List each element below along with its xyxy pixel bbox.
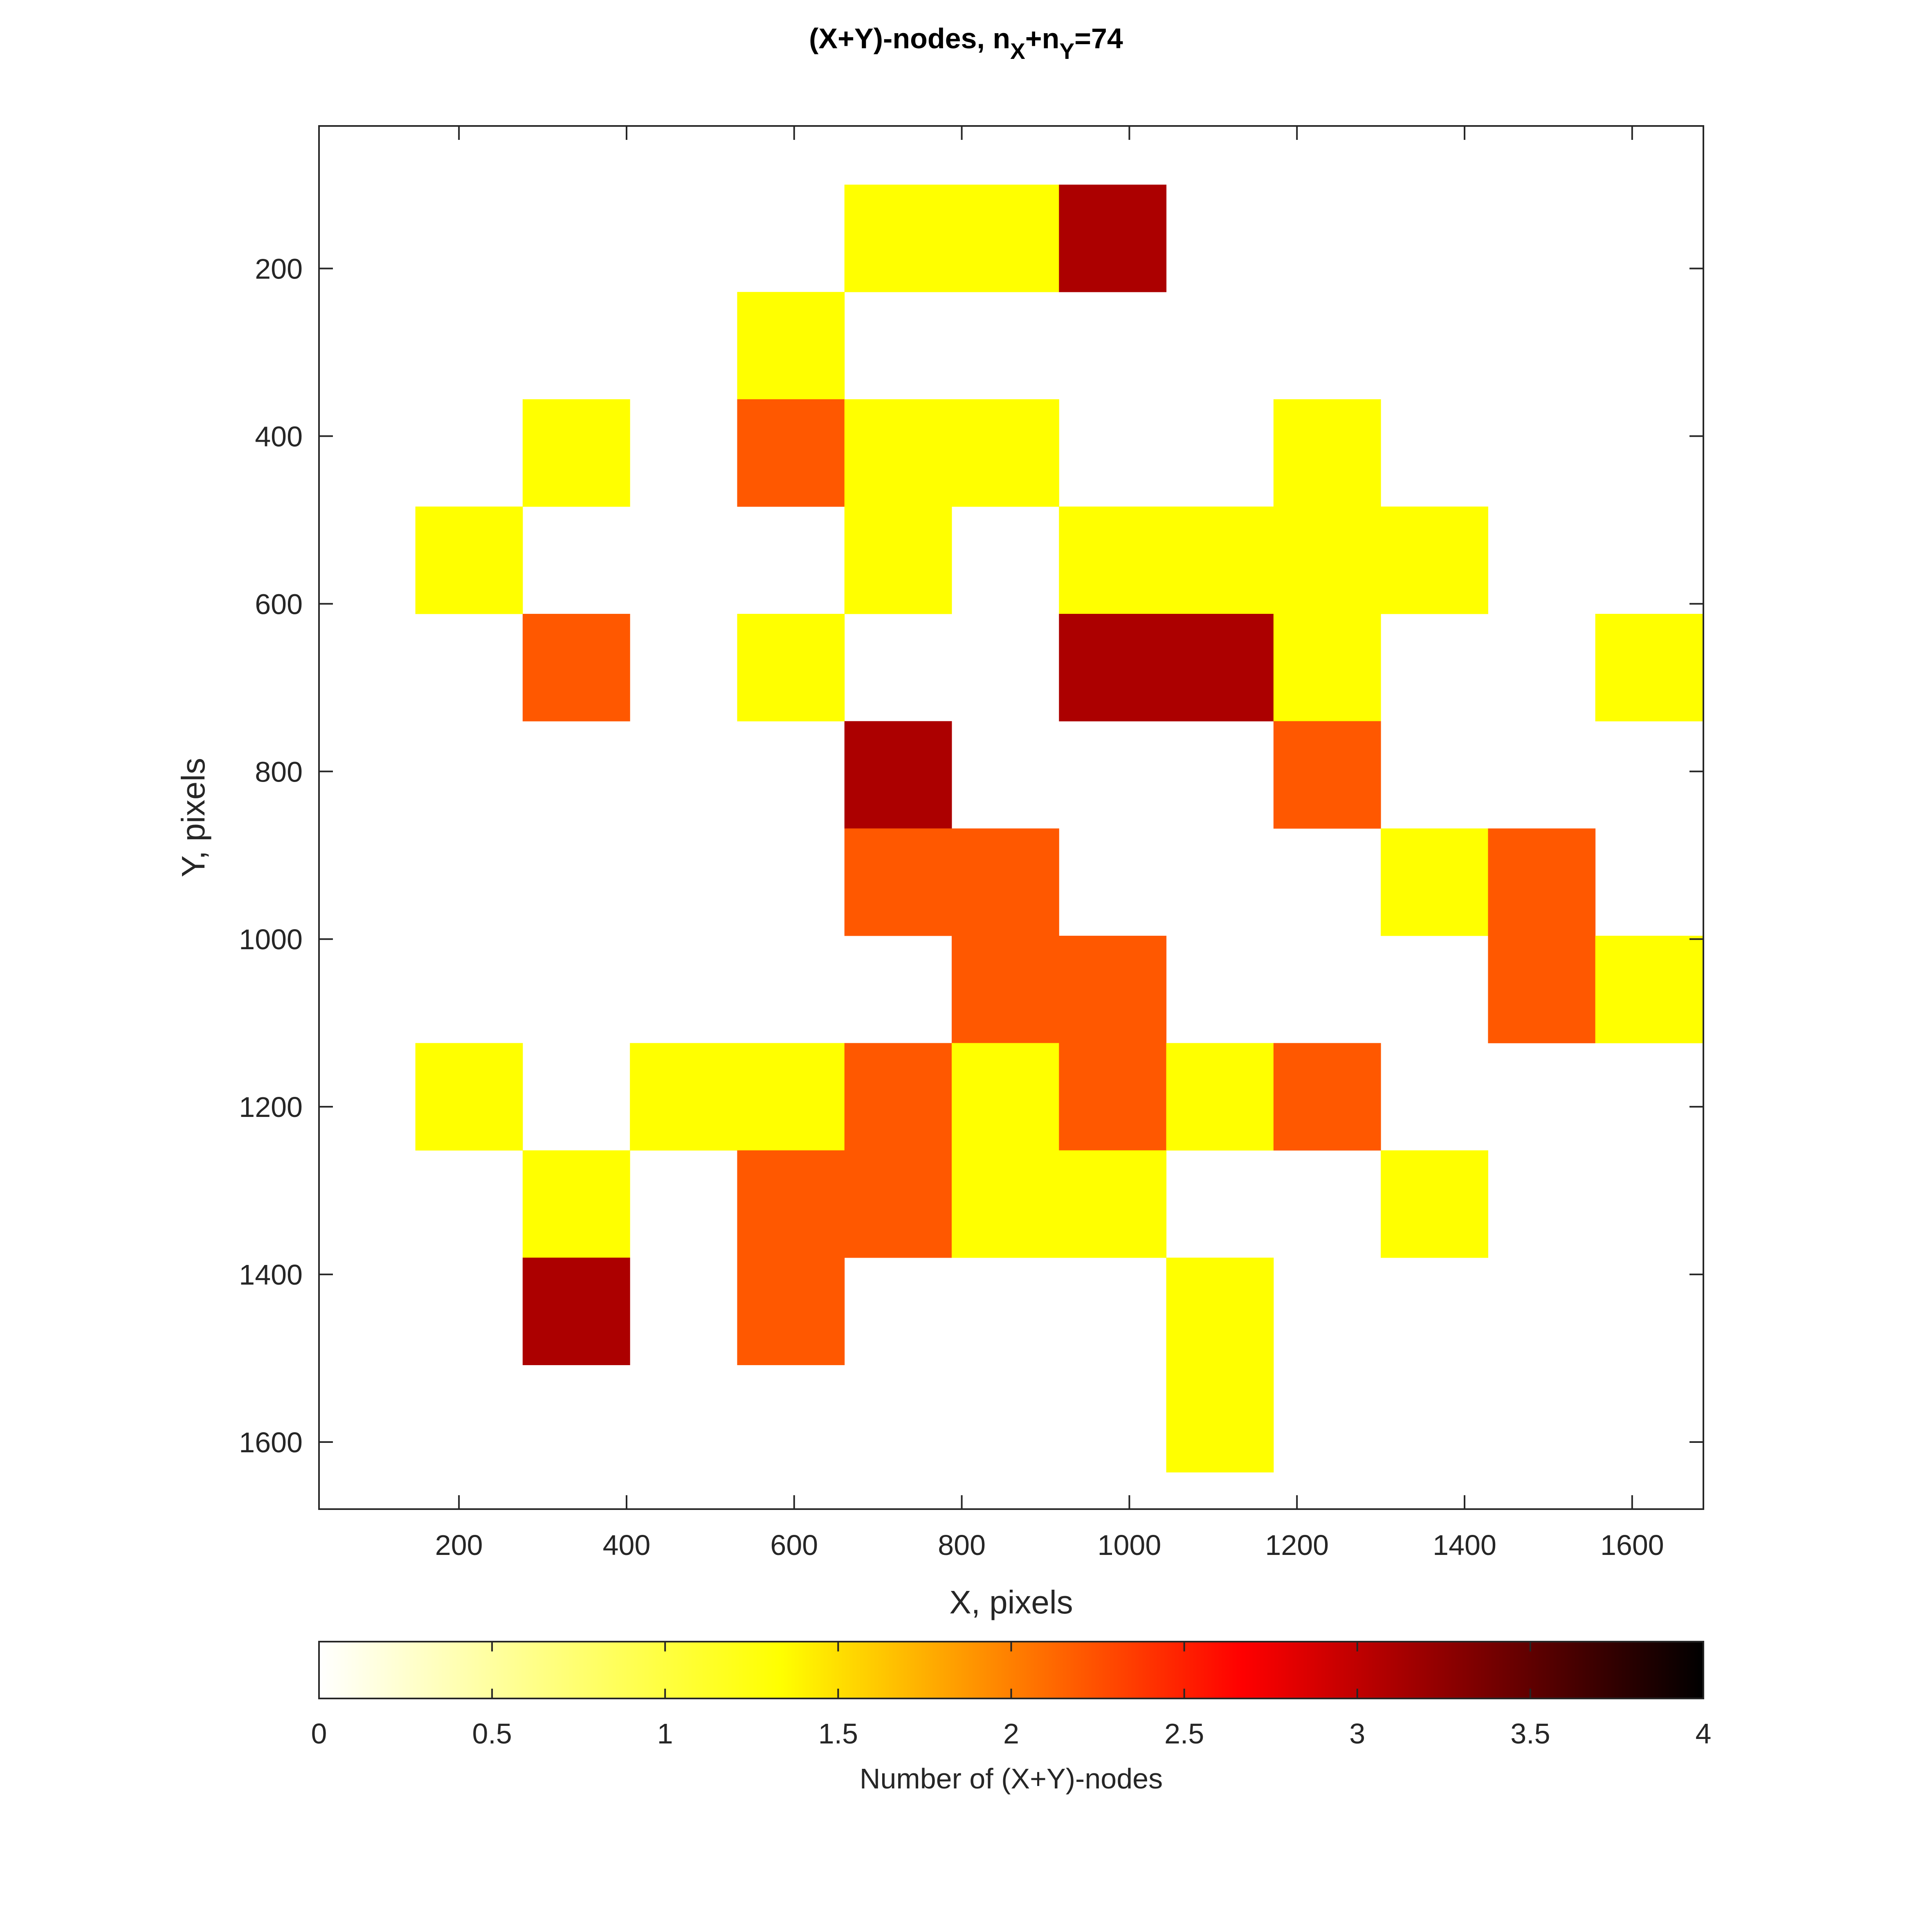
x-tick-label: 1200 [1265, 1529, 1329, 1561]
heatmap-cell [415, 506, 523, 614]
heatmap-cell [952, 1043, 1059, 1151]
y-tick-label: 1000 [239, 923, 303, 955]
y-tick-label: 600 [255, 588, 303, 620]
heatmap-cell [522, 1150, 630, 1258]
heatmap-cell [844, 828, 952, 936]
y-tick-label: 400 [255, 420, 303, 452]
heatmap-cell [844, 721, 952, 829]
heatmap-cell [1273, 721, 1381, 829]
heatmap-cell [630, 1043, 737, 1151]
heatmap-cell [1488, 936, 1596, 1043]
colorbar-tick-label: 0 [311, 1718, 327, 1750]
plot-area-frame [318, 125, 1704, 1510]
heatmap-cell [1273, 613, 1381, 721]
x-axis-label: X, pixels [949, 1584, 1073, 1620]
heatmap-cell [1166, 1365, 1274, 1473]
heatmap-cell [952, 1150, 1059, 1258]
y-tick-label: 200 [255, 253, 303, 285]
heatmap-cell [1381, 1150, 1488, 1258]
y-tick-label: 800 [255, 756, 303, 788]
heatmap-cell [737, 613, 845, 721]
x-tick-label: 1000 [1098, 1529, 1161, 1561]
heatmap-cells [415, 184, 1703, 1473]
heatmap-cell [737, 399, 845, 507]
x-tick-label: 1400 [1433, 1529, 1496, 1561]
colorbar-tick-label: 2 [1003, 1718, 1019, 1750]
heatmap-cell [737, 1258, 845, 1365]
colorbar-ticks: 0 0.5 1 1.5 2 2.5 3 3.5 4 [311, 1642, 1712, 1750]
heatmap-cell [844, 1043, 952, 1151]
heatmap-cell [737, 292, 845, 400]
colorbar-tick-label: 1.5 [818, 1718, 858, 1750]
heatmap-cell [737, 1150, 845, 1258]
heatmap-cell [1273, 1043, 1381, 1151]
x-axis: 200 400 600 800 1000 1200 1400 1600 [435, 126, 1664, 1561]
heatmap-cell [1488, 828, 1596, 936]
heatmap-cell [1166, 1043, 1274, 1151]
colorbar-tick-label: 4 [1696, 1718, 1712, 1750]
x-tick-label: 800 [938, 1529, 986, 1561]
x-tick-label: 600 [770, 1529, 818, 1561]
colorbar-tick-label: 0.5 [472, 1718, 512, 1750]
heatmap-cell [737, 1043, 845, 1151]
colorbar-tick-label: 1 [657, 1718, 673, 1750]
heatmap-cell [522, 1258, 630, 1365]
heatmap-cell [1273, 399, 1381, 507]
heatmap-cell [1059, 613, 1167, 721]
heatmap-cell [1059, 184, 1167, 292]
y-tick-label: 1600 [239, 1427, 303, 1458]
heatmap-cell [415, 1043, 523, 1151]
heatmap-cell [844, 506, 952, 614]
colorbar-tick-label: 3 [1349, 1718, 1365, 1750]
colorbar-label: Number of (X+Y)-nodes [860, 1763, 1163, 1795]
heatmap-cell [1273, 506, 1381, 614]
heatmap-cell [844, 399, 952, 507]
heatmap-cell [1059, 506, 1167, 614]
heatmap-cell [1059, 1043, 1167, 1151]
heatmap-cell [1166, 1258, 1274, 1365]
heatmap-cell [1166, 506, 1274, 614]
heatmap-cell [522, 613, 630, 721]
y-axis: 200 400 600 800 1000 1200 1400 1600 [239, 253, 1703, 1458]
heatmap-cell [1059, 936, 1167, 1043]
y-axis-label: Y, pixels [175, 758, 211, 877]
heatmap-cell [952, 936, 1059, 1043]
y-tick-label: 1400 [239, 1259, 303, 1291]
colorbar-tick-label: 2.5 [1164, 1718, 1204, 1750]
x-tick-label: 400 [603, 1529, 651, 1561]
heatmap-cell [952, 399, 1059, 507]
x-tick-label: 1600 [1600, 1529, 1664, 1561]
heatmap-cell [844, 184, 952, 292]
heatmap-cell [1059, 1150, 1167, 1258]
heatmap-cell [844, 1150, 952, 1258]
x-tick-label: 200 [435, 1529, 483, 1561]
heatmap-cell [952, 184, 1059, 292]
heatmap-cell [1381, 506, 1488, 614]
heatmap-cell [1595, 936, 1703, 1043]
heatmap-cell [1166, 613, 1274, 721]
heatmap-cell [1381, 828, 1488, 936]
colorbar-tick-label: 3.5 [1510, 1718, 1550, 1750]
heatmap-cell [1595, 613, 1703, 721]
heatmap-cell [522, 399, 630, 507]
heatmap-cell [952, 828, 1059, 936]
chart-title: (X+Y)-nodes, nX+nY=74 [809, 22, 1123, 64]
y-tick-label: 1200 [239, 1091, 303, 1123]
